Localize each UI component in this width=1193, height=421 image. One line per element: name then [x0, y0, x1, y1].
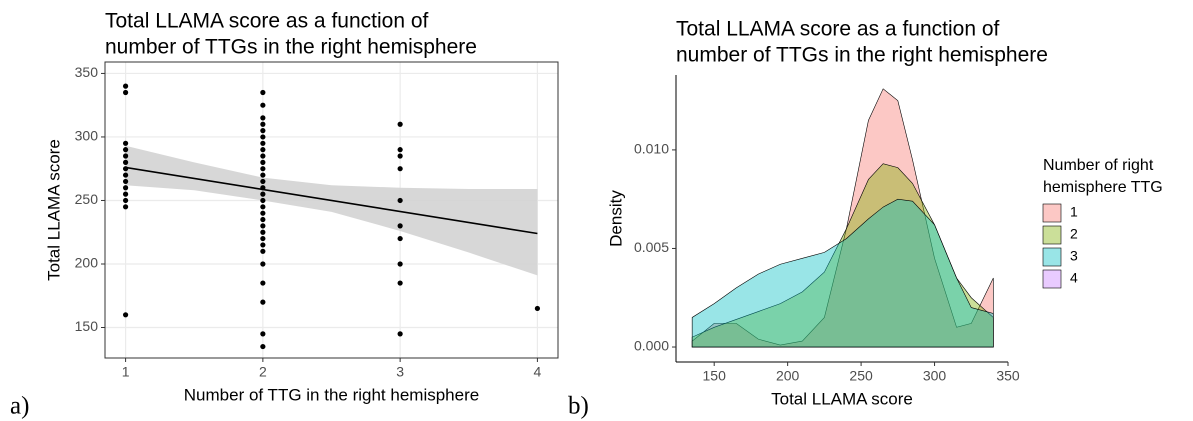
point — [122, 83, 129, 89]
point — [397, 147, 403, 153]
y-tick-label: 0.000 — [634, 338, 669, 354]
y-tick-label: 350 — [75, 64, 99, 80]
point — [260, 343, 266, 350]
point — [260, 128, 266, 134]
panel-border — [104, 61, 559, 359]
point — [122, 204, 129, 210]
point — [260, 299, 266, 305]
legend-label: 2 — [1070, 226, 1078, 242]
x-tick-label: 2 — [259, 364, 267, 380]
point — [260, 140, 266, 146]
legend-key — [1042, 269, 1062, 289]
x-tick-label: 150 — [703, 368, 727, 384]
point — [397, 166, 403, 172]
point — [260, 166, 266, 172]
point — [122, 159, 129, 165]
point — [122, 153, 129, 159]
chart-title: number of TTGs in the right hemisphere — [105, 36, 477, 59]
legend-title: hemisphere TTG — [1043, 179, 1163, 196]
x-tick-label: 3 — [396, 364, 404, 380]
y-axis-label: Density — [606, 190, 625, 247]
chart-title: number of TTGs in the right hemisphere — [676, 44, 1048, 67]
x-tick-label: 200 — [776, 368, 800, 384]
y-axis-label: Total LLAMA score — [44, 139, 63, 281]
x-tick-label: 350 — [996, 368, 1020, 384]
point — [260, 229, 266, 235]
point — [260, 134, 266, 140]
point — [260, 89, 266, 96]
point — [260, 191, 266, 197]
point — [397, 197, 403, 204]
legend-title: Number of right — [1043, 157, 1154, 174]
point — [122, 191, 129, 197]
point — [397, 280, 403, 286]
point — [260, 331, 266, 337]
point — [260, 102, 266, 108]
x-tick-label: 1 — [122, 364, 130, 380]
point — [397, 331, 403, 337]
caption: b) — [568, 393, 589, 420]
point — [260, 197, 266, 204]
point — [122, 166, 129, 172]
point — [397, 121, 403, 127]
chart-title: Total LLAMA score as a function of — [676, 18, 1000, 41]
x-tick-label: 300 — [923, 368, 947, 384]
legend-key — [1042, 225, 1062, 245]
point — [397, 153, 403, 159]
point — [122, 312, 129, 318]
point — [122, 89, 129, 96]
chart-title: Total LLAMA score as a function of — [105, 10, 429, 33]
point — [260, 178, 266, 185]
point — [122, 185, 129, 191]
point — [122, 197, 129, 204]
legend-label: 4 — [1070, 270, 1078, 286]
point — [260, 204, 266, 210]
legend-label: 1 — [1070, 204, 1078, 220]
y-tick-label: 200 — [75, 255, 99, 271]
confidence-band — [125, 145, 538, 276]
point — [397, 235, 403, 242]
y-tick-label: 300 — [75, 128, 99, 144]
x-tick-label: 4 — [534, 364, 542, 380]
point — [260, 235, 266, 242]
point — [260, 210, 266, 216]
point — [260, 223, 266, 229]
point — [260, 121, 266, 127]
y-tick-label: 0.010 — [634, 141, 669, 157]
point — [122, 178, 129, 185]
point — [260, 242, 266, 248]
y-tick-label: 0.005 — [634, 239, 669, 255]
legend-label: 3 — [1070, 248, 1078, 264]
y-tick-label: 250 — [75, 191, 99, 207]
point — [260, 172, 266, 178]
point — [260, 261, 266, 267]
density-area — [691, 163, 994, 348]
point — [260, 248, 266, 254]
density-area — [691, 198, 994, 348]
y-tick-label: 150 — [75, 318, 99, 334]
point — [260, 147, 266, 153]
point — [260, 153, 266, 159]
point — [260, 280, 266, 286]
point — [397, 261, 403, 267]
point — [260, 185, 266, 191]
point — [260, 216, 266, 223]
fit-line — [125, 166, 538, 235]
legend-key — [1042, 247, 1062, 267]
density-area — [691, 88, 994, 348]
point — [260, 159, 266, 165]
x-axis-label: Total LLAMA score — [771, 389, 913, 408]
point — [534, 305, 541, 312]
legend-key — [1042, 203, 1062, 223]
point — [397, 223, 403, 229]
point — [260, 115, 266, 121]
point — [122, 140, 129, 146]
point — [122, 172, 129, 178]
point — [122, 147, 129, 153]
x-tick-label: 250 — [849, 368, 873, 384]
caption: a) — [10, 393, 29, 420]
x-axis-label: Number of TTG in the right hemisphere — [184, 385, 479, 404]
